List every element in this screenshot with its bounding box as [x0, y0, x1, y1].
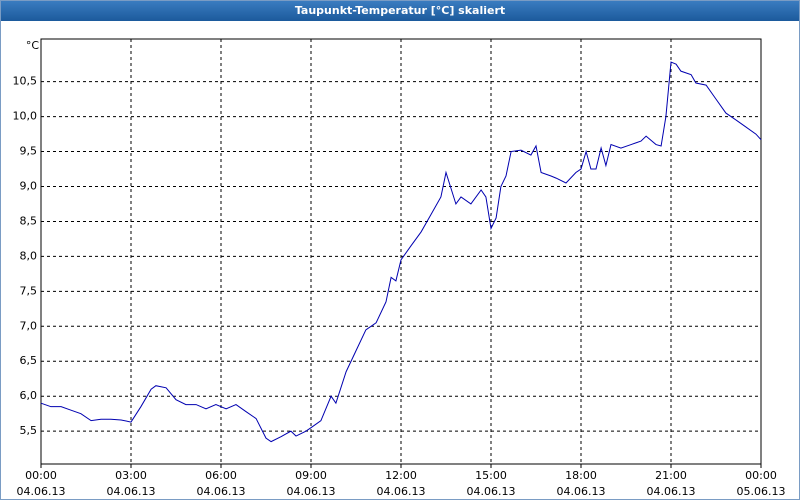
x-tick-label: 15:00 04.06.13 [466, 469, 516, 498]
x-tick-label: 00:00 04.06.13 [16, 469, 66, 498]
x-tick-label: 12:00 04.06.13 [376, 469, 426, 498]
chart-title: Taupunkt-Temperatur [°C] skaliert [1, 1, 799, 21]
y-tick-label: 8,5 [20, 214, 38, 227]
y-tick-label: 10,5 [13, 75, 38, 88]
y-tick-label: 5,5 [20, 424, 38, 437]
x-tick-label: 09:00 04.06.13 [286, 469, 336, 498]
x-tick-label: 21:00 04.06.13 [646, 469, 696, 498]
x-tick-label: 06:00 04.06.13 [196, 469, 246, 498]
y-tick-label: 9,0 [20, 179, 38, 192]
y-tick-label: 6,5 [20, 354, 38, 367]
y-tick-label: 9,5 [20, 145, 38, 158]
x-tick-label: 18:00 04.06.13 [556, 469, 606, 498]
x-tick-label: 00:00 05.06.13 [736, 469, 786, 498]
y-tick-label: 6,0 [20, 389, 38, 402]
plot-frame [40, 38, 762, 465]
x-tick-label: 03:00 04.06.13 [106, 469, 156, 498]
y-unit: °C [26, 39, 40, 52]
y-tick-label: 8,0 [20, 249, 38, 262]
y-tick-label: 7,0 [20, 319, 38, 332]
y-tick-label: 10,0 [13, 110, 38, 123]
line [40, 61, 762, 443]
y-tick-label: 7,5 [20, 284, 38, 297]
